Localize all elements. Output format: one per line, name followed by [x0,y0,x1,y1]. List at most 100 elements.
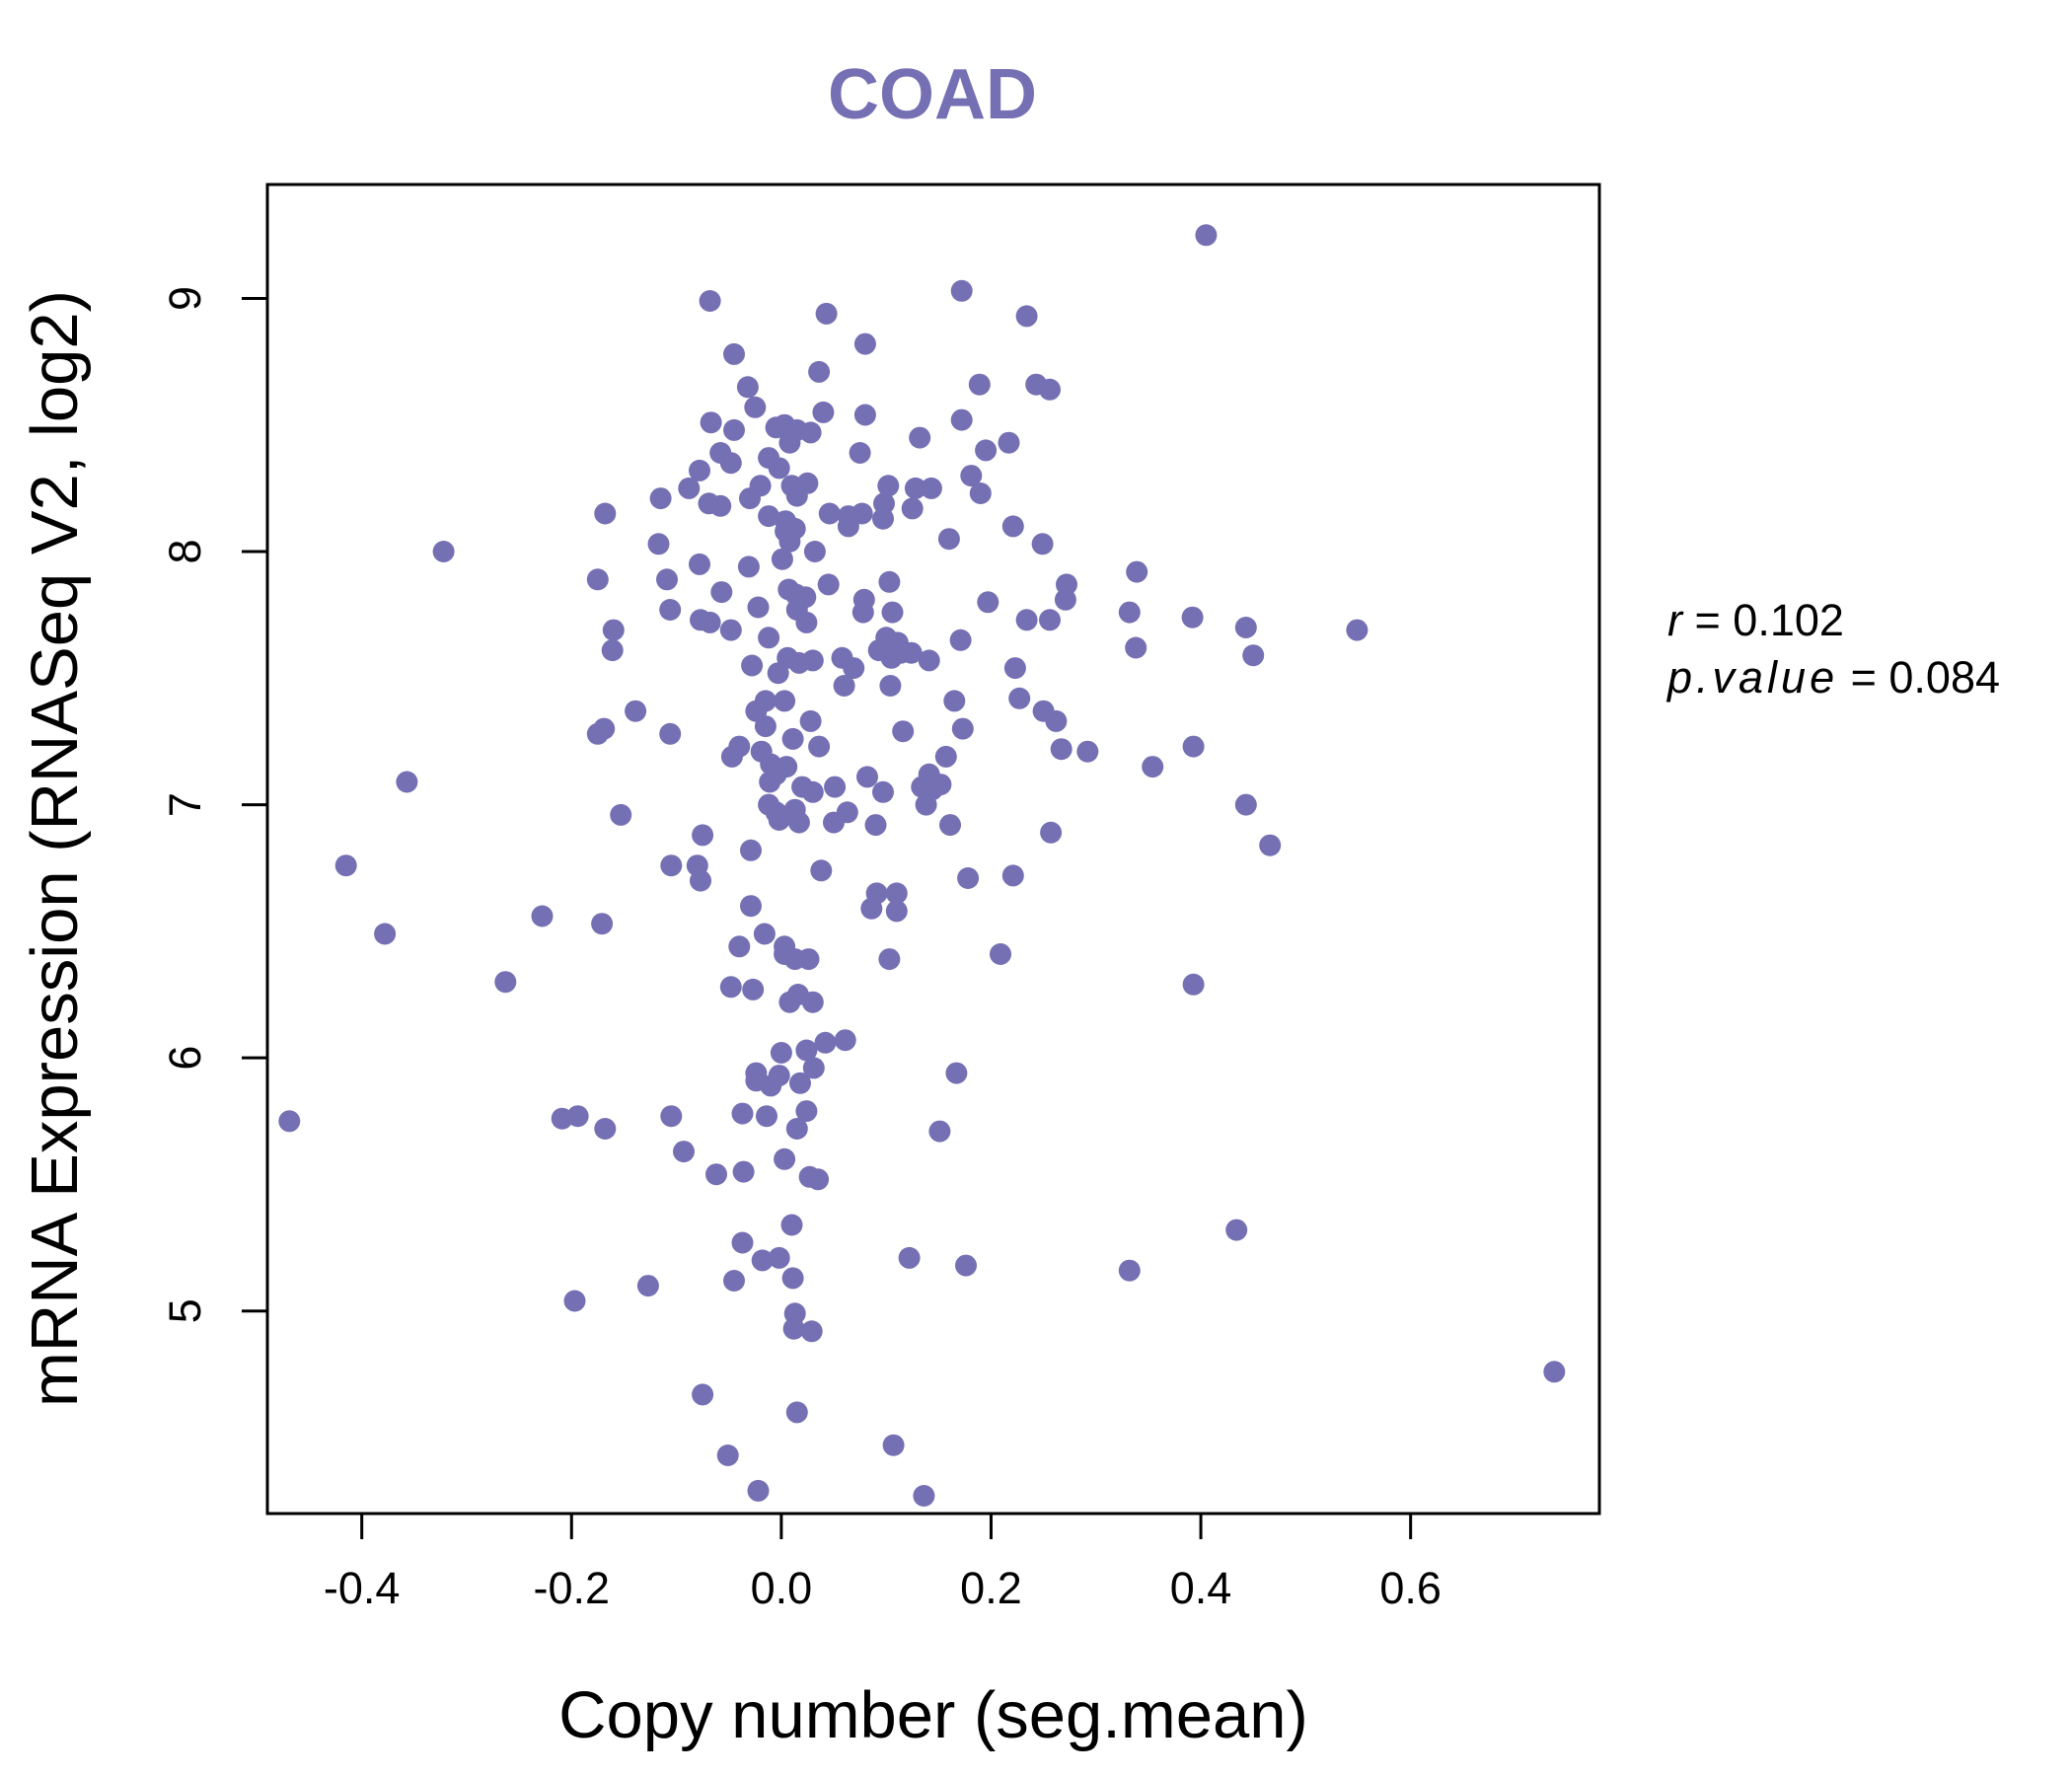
y-tick-label: 9 [160,286,210,311]
data-point-79 [1054,588,1076,611]
data-point-52 [851,502,873,525]
data-point-51 [837,515,859,538]
data-point-129 [951,717,974,740]
data-point-185 [740,895,762,918]
data-point-42 [960,465,983,487]
data-point-67 [737,555,760,578]
plot-frame [265,183,1601,1516]
data-point-0 [1195,224,1218,247]
data-point-14 [853,404,876,426]
data-point-237 [955,1254,977,1277]
data-point-100 [949,629,972,651]
data-point-197 [494,971,517,994]
data-point-156 [872,780,894,803]
data-point-88 [699,611,721,633]
data-point-39 [877,475,900,497]
y-axis-label: mRNA Expression (RNASeq V2, log2) [18,290,92,1407]
data-point-214 [789,1072,811,1094]
data-point-68 [1126,560,1148,583]
data-point-141 [720,745,743,768]
y-tick-label: 6 [160,1046,210,1071]
data-point-218 [660,1105,683,1128]
data-point-133 [892,720,915,743]
data-point-84 [851,601,874,624]
r-value: 0.102 [1733,595,1844,645]
x-tick-label: 0.2 [960,1563,1022,1613]
data-point-3 [815,302,838,325]
data-point-207 [770,1042,792,1064]
data-point-159 [915,793,937,816]
data-point-6 [853,333,876,355]
data-point-124 [625,700,647,722]
data-point-175 [660,854,683,877]
data-point-30 [689,459,710,481]
data-point-180 [1001,864,1024,887]
data-point-56 [1001,515,1024,538]
data-point-179 [957,867,980,889]
data-point-235 [751,1249,774,1272]
r-label: r [1667,595,1684,645]
data-point-131 [659,722,682,745]
data-point-47 [758,505,780,528]
data-point-250 [716,1444,739,1466]
data-point-190 [728,935,751,958]
data-point-27 [719,452,742,475]
data-point-118 [833,675,855,697]
data-point-139 [1050,738,1073,761]
data-point-93 [719,619,742,641]
data-point-242 [563,1290,586,1312]
data-point-13 [812,401,835,423]
data-point-239 [781,1267,804,1290]
data-point-206 [795,1039,818,1062]
data-point-40 [904,477,926,499]
data-point-189 [374,923,397,945]
data-point-61 [937,528,960,551]
data-point-167 [823,811,845,834]
data-point-81 [747,596,770,619]
data-point-205 [834,1029,856,1052]
data-point-200 [742,978,765,1000]
data-point-36 [649,487,672,510]
p-label: p.value [1665,652,1838,703]
data-point-23 [998,431,1020,454]
data-point-38 [796,472,819,494]
data-point-69 [586,568,609,591]
data-point-127 [799,709,822,732]
x-tick-label: -0.2 [533,1563,610,1613]
data-point-22 [909,426,931,449]
data-point-117 [879,675,902,697]
data-point-182 [885,882,908,905]
x-tick-label: 0.6 [1379,1563,1442,1613]
data-point-113 [741,654,764,677]
correlation-annotation: r = 0.102 p.value = 0.084 [1665,595,2000,703]
data-point-55 [901,497,924,520]
data-point-49 [818,502,841,525]
data-point-232 [780,1214,803,1236]
data-point-70 [656,568,678,591]
data-point-34 [739,487,761,510]
data-point-142 [934,745,957,768]
data-point-86 [1118,601,1141,624]
data-point-236 [768,1246,790,1269]
data-point-97 [758,627,780,649]
data-point-248 [785,1401,808,1424]
data-point-71 [817,573,840,596]
data-point-186 [531,905,554,927]
data-point-153 [824,776,847,798]
data-point-101 [601,639,624,662]
data-point-112 [1242,644,1265,667]
data-point-157 [396,771,418,793]
data-point-46 [594,502,617,525]
data-point-208 [945,1062,968,1084]
data-point-199 [719,976,742,999]
data-point-183 [860,897,883,920]
data-point-221 [278,1110,301,1133]
data-point-115 [1003,657,1026,680]
data-point-29 [849,442,871,464]
data-point-224 [928,1120,951,1143]
data-point-148 [856,766,878,788]
y-tick-label: 8 [160,540,210,564]
data-point-198 [1182,973,1205,996]
data-point-16 [723,418,745,441]
